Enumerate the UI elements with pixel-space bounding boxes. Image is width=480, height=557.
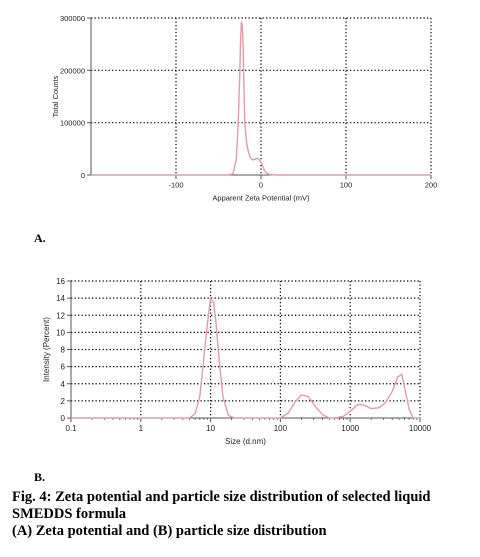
panel-label-b: B. <box>34 470 46 484</box>
y-tick-label: 12 <box>56 311 65 320</box>
series-line-0 <box>71 297 420 419</box>
y-tick-label: 6 <box>61 363 66 372</box>
x-tick-label: 100 <box>340 181 353 190</box>
y-tick-label: 300000 <box>60 14 85 23</box>
figure-caption: Fig. 4: Zeta potential and particle size… <box>12 489 474 540</box>
y-tick-label: 0 <box>81 171 85 180</box>
x-tick-label: 100 <box>274 424 288 433</box>
y-axis-label: Total Counts <box>51 75 60 117</box>
x-tick-label: 0.1 <box>65 424 77 433</box>
panel-label-a: A. <box>34 231 46 245</box>
x-tick-label: 200 <box>425 181 438 190</box>
y-tick-label: 8 <box>61 346 66 355</box>
y-tick-label: 2 <box>61 397 66 406</box>
x-tick-label: 10 <box>206 424 215 433</box>
x-tick-label: -100 <box>168 181 183 190</box>
caption-line-2: (A) Zeta potential and (B) particle size… <box>12 523 327 539</box>
x-tick-label: 10000 <box>409 424 432 433</box>
x-tick-label: 1000 <box>341 424 359 433</box>
y-tick-label: 14 <box>56 294 65 303</box>
y-tick-label: 16 <box>56 277 65 286</box>
y-axis-label: Intensity (Percent) <box>42 317 51 382</box>
x-axis-label: Size (d.nm) <box>225 437 266 446</box>
y-tick-label: 4 <box>61 380 66 389</box>
x-axis-label: Apparent Zeta Potential (mV) <box>212 194 310 203</box>
y-tick-label: 200000 <box>60 66 85 75</box>
y-tick-label: 10 <box>56 328 65 337</box>
y-tick-label: 0 <box>61 414 66 423</box>
x-tick-label: 0 <box>259 181 263 190</box>
caption-line-1: Fig. 4: Zeta potential and particle size… <box>12 489 431 522</box>
x-tick-label: 1 <box>139 424 144 433</box>
particle-size-chart: 0 2 4 6 8 10 12 14 16 0.1 1 10 100 1000 10000 Size (d.n… <box>42 277 432 446</box>
zeta-potential-chart: 0 100000 200000 300000 -100 0 100 200 Apparent Z… <box>51 14 438 203</box>
series-line-0 <box>91 21 431 176</box>
y-tick-label: 100000 <box>60 119 85 128</box>
